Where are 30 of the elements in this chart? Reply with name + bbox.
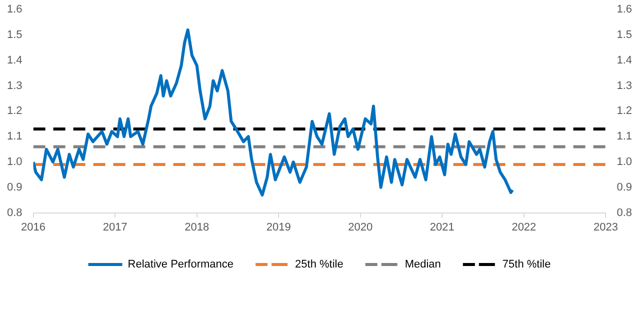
y-tick-label: 1.2 (6, 105, 22, 118)
x-tick-label: 2023 (593, 221, 618, 234)
legend-label: 25th %tile (295, 258, 344, 271)
y-tick-label: 1.4 (6, 54, 22, 66)
legend-label: 75th %tile (502, 258, 551, 271)
y-tick-label: 0.8 (6, 206, 22, 219)
y2-tick-label: 1.3 (616, 80, 632, 92)
y-tick-label: 1.0 (6, 156, 22, 168)
y2-tick-label: 1.2 (616, 105, 632, 118)
y2-tick-label: 1.6 (616, 4, 632, 16)
y-tick-label: 1.6 (6, 4, 22, 16)
y-tick-label: 1.3 (6, 80, 22, 92)
legend-label: Relative Performance (128, 258, 234, 271)
y2-tick-label: 0.8 (616, 206, 632, 219)
y2-tick-label: 1.4 (616, 54, 632, 66)
y-tick-label: 0.9 (6, 181, 22, 194)
x-tick-label: 2022 (512, 221, 536, 234)
y2-tick-label: 1.1 (616, 130, 632, 143)
x-tick-label: 2017 (102, 221, 128, 234)
x-tick-label: 2019 (266, 221, 291, 234)
x-tick-label: 2018 (184, 221, 210, 234)
y2-tick-label: 1.5 (616, 29, 632, 42)
legend-label: Median (404, 258, 441, 271)
y2-tick-label: 1.0 (616, 156, 632, 168)
x-tick-label: 2020 (348, 221, 373, 234)
y2-tick-label: 0.9 (616, 181, 632, 194)
y-tick-label: 1.5 (6, 29, 22, 42)
x-tick-label: 2016 (21, 221, 46, 234)
x-tick-label: 2021 (430, 221, 454, 234)
y-tick-label: 1.1 (6, 130, 22, 143)
